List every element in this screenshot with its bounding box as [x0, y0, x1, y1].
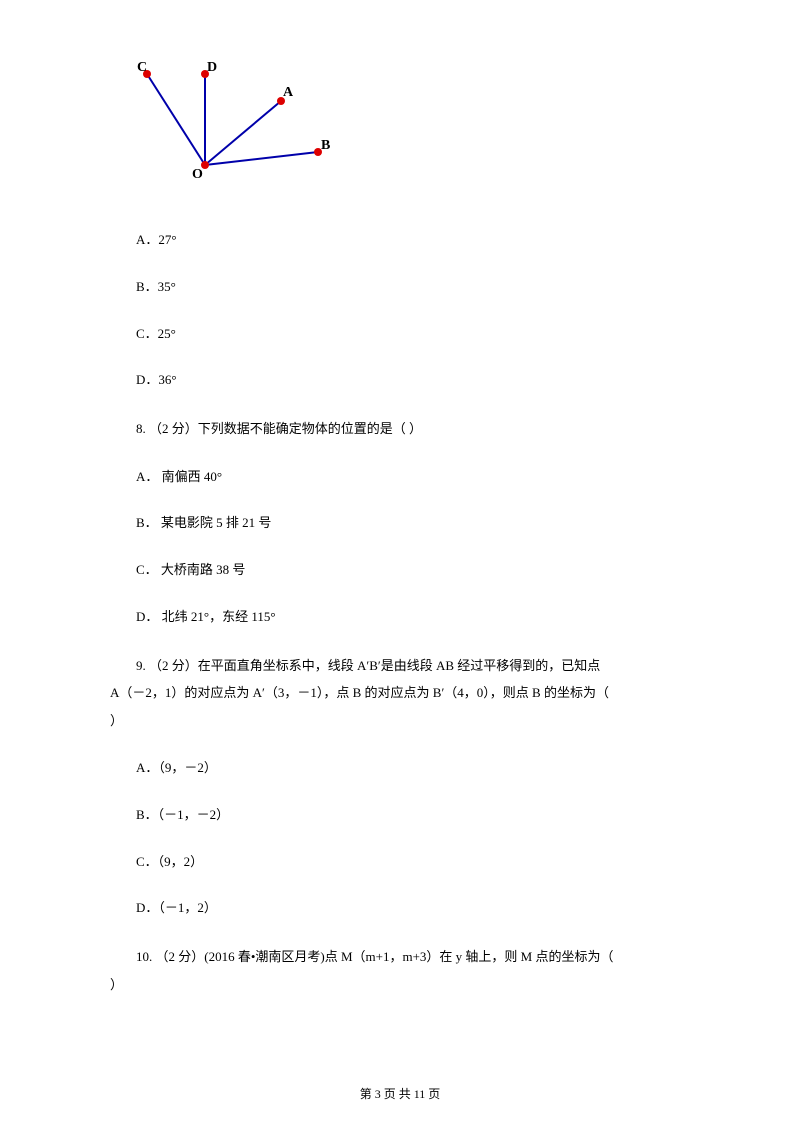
svg-text:O: O: [192, 167, 203, 182]
q7-option-b: B．35°: [110, 277, 690, 298]
page-content: C D A B O A．27° B．35° C．25° D．36° 8. （2 分）下列…: [0, 0, 800, 996]
svg-text:A: A: [283, 85, 294, 100]
diagram-svg: C D A B O: [130, 60, 350, 200]
q7-option-d: D．36°: [110, 370, 690, 391]
svg-text:D: D: [207, 60, 217, 75]
q8-option-b: B． 某电影院 5 排 21 号: [110, 513, 690, 534]
q10-stem-line2: ）: [110, 973, 690, 996]
q9-option-d: D．（－1，2）: [110, 898, 690, 919]
geometry-diagram: C D A B O: [130, 60, 350, 200]
q10-stem-line1: 10. （2 分）(2016 春•潮南区月考)点 M（m+1，m+3）在 y 轴…: [110, 945, 690, 968]
q7-option-a: A．27°: [110, 230, 690, 251]
q9-stem-line1: 9. （2 分）在平面直角坐标系中，线段 A′B′是由线段 AB 经过平移得到的…: [110, 654, 690, 677]
q8-option-a: A． 南偏西 40°: [110, 467, 690, 488]
q9-option-b: B．（－1，－2）: [110, 805, 690, 826]
q7-option-c: C．25°: [110, 324, 690, 345]
page-footer: 第 3 页 共 11 页: [0, 1085, 800, 1102]
q9-stem-line3: ）: [110, 709, 690, 732]
q8-stem: 8. （2 分）下列数据不能确定物体的位置的是（ ）: [110, 417, 690, 440]
q9-option-a: A．（9，－2）: [110, 758, 690, 779]
q9-stem-line2: A（－2，1）的对应点为 A′（3，－1），点 B 的对应点为 B′（4，0），…: [110, 681, 690, 704]
q8-option-c: C． 大桥南路 38 号: [110, 560, 690, 581]
q9-option-c: C．（9，2）: [110, 852, 690, 873]
q8-option-d: D． 北纬 21°，东经 115°: [110, 607, 690, 628]
svg-text:C: C: [137, 60, 147, 75]
svg-text:B: B: [321, 138, 330, 153]
